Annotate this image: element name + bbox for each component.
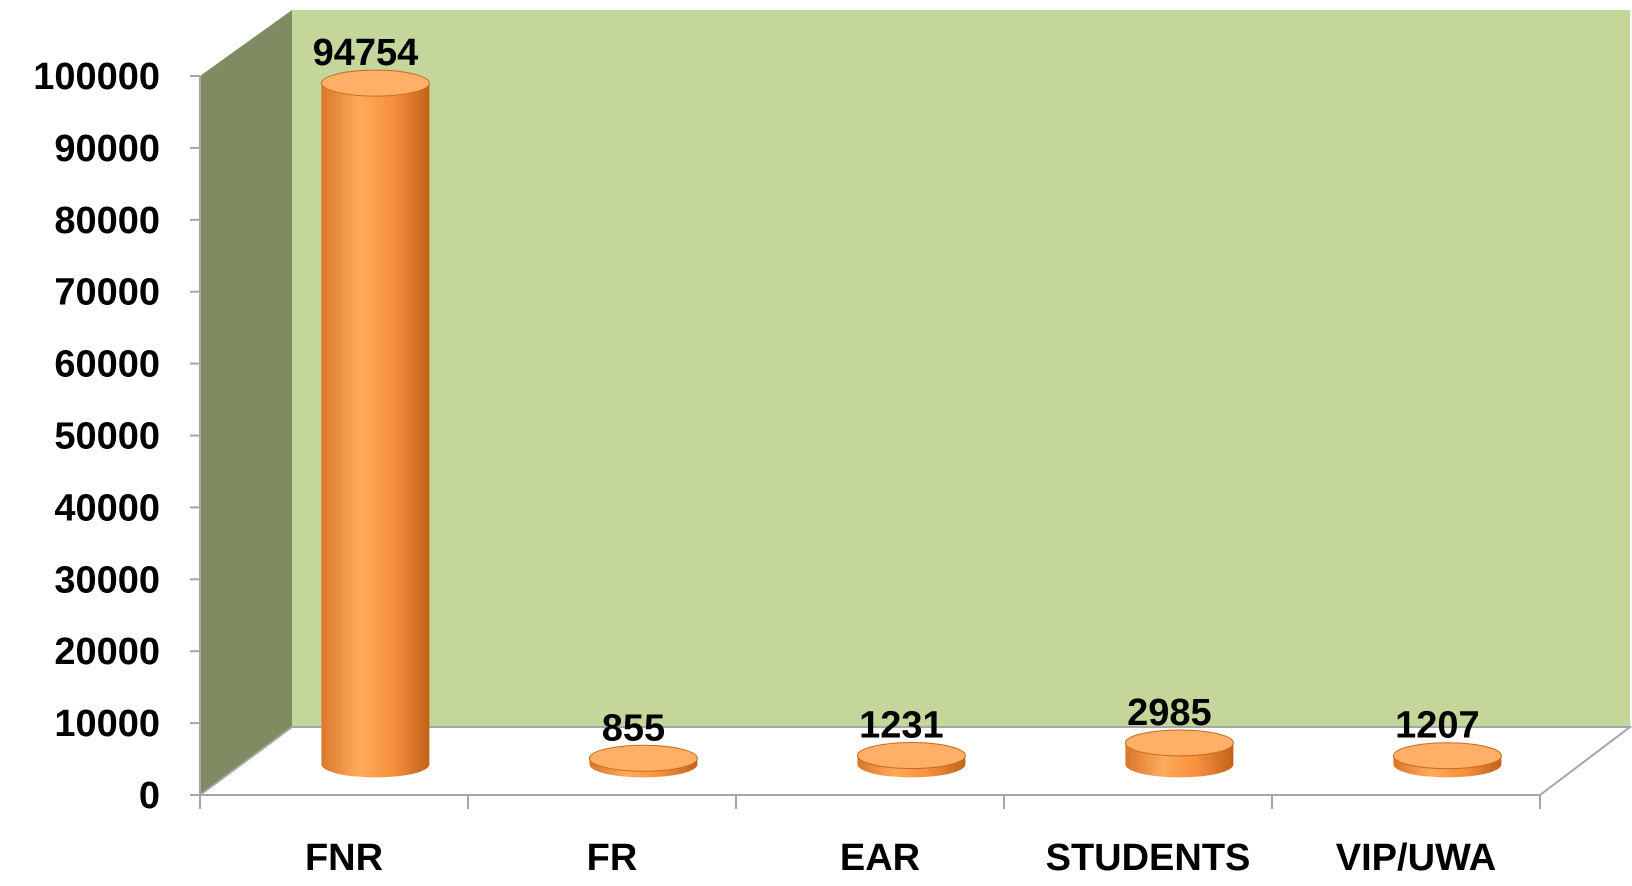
chart-walls	[196, 10, 1632, 796]
chart-labels: 94754 FNR 855 FR 1231 EAR 2985 STUDENTS 1207 VIP/…	[305, 32, 1496, 879]
y-tick-label: 10000	[54, 703, 160, 745]
data-label: 855	[602, 707, 665, 749]
bar-top	[1124, 729, 1234, 757]
bar-top	[320, 69, 430, 97]
x-category-label: VIP/UWA	[1336, 837, 1496, 879]
data-label: 1231	[859, 705, 944, 747]
y-tick-label: 20000	[54, 631, 160, 673]
data-label: 1207	[1395, 705, 1480, 747]
y-tick-label: 0	[139, 775, 160, 817]
bar-top	[588, 744, 698, 772]
x-category-label: EAR	[840, 837, 920, 879]
x-category-label: FR	[587, 837, 638, 879]
bar-top	[856, 742, 966, 770]
data-label: 2985	[1127, 692, 1212, 734]
bar-top	[1392, 742, 1502, 770]
y-tick-label: 100000	[33, 56, 160, 98]
back-wall	[292, 10, 1630, 727]
y-tick-label: 60000	[54, 344, 160, 386]
y-tick-label: 40000	[54, 487, 160, 529]
bar-vip-uwa	[1392, 742, 1502, 778]
bar-body	[321, 83, 430, 778]
y-tick-label: 80000	[54, 200, 160, 242]
x-category-label: STUDENTS	[1046, 837, 1251, 879]
bar-fnr	[320, 69, 430, 778]
bar-students	[1124, 729, 1234, 778]
side-wall	[200, 10, 292, 795]
x-category-label: FNR	[305, 837, 383, 879]
bar-ear	[856, 742, 966, 778]
y-tick-label: 30000	[54, 559, 160, 601]
y-tick-label: 50000	[54, 416, 160, 458]
y-tick-label: 90000	[54, 128, 160, 170]
y-tick-label: 70000	[54, 272, 160, 314]
chart-bars	[320, 69, 1502, 778]
chart-axes: 0 10000 20000 30000 40000 50000 60000 70000 8000…	[33, 56, 1541, 817]
bar-fr	[588, 744, 698, 778]
data-label: 94754	[313, 32, 419, 74]
